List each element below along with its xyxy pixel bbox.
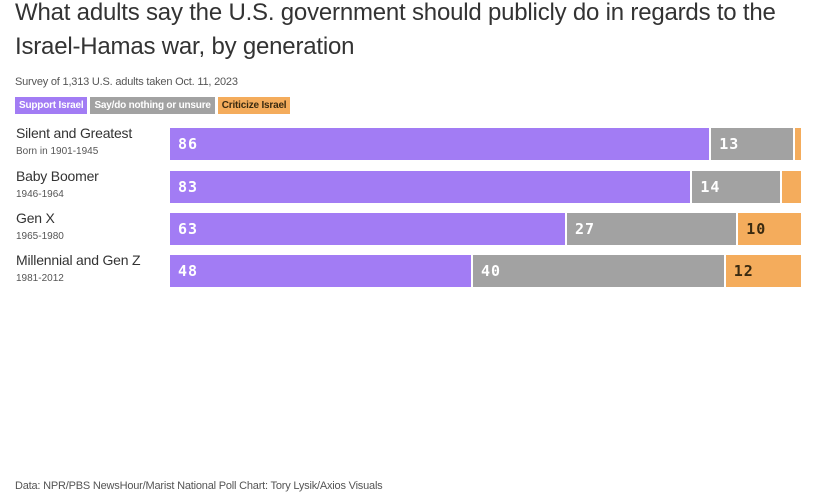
legend-support-israel: Support Israel [15,97,88,114]
data-label: 83 [178,178,199,196]
data-label: 10 [746,220,767,238]
bar-segment-criticize-israel [794,128,801,160]
legend: Support Israel Say/do nothing or unsure … [15,97,291,114]
data-label: 12 [733,262,754,280]
bar-row-gen-x: Gen X 1965-1980 63 27 10 [0,210,816,245]
category-years: 1965-1980 [16,231,64,242]
bar-segment-say-nothing-unsure: 14 [692,171,781,203]
bar-segment-support-israel: 86 [170,128,710,160]
bar-segment-say-nothing-unsure: 40 [472,255,724,287]
bar-segment-support-israel: 63 [170,213,565,245]
stacked-bar: 86 13 [170,128,801,160]
bar-segment-say-nothing-unsure: 13 [711,128,793,160]
legend-say-nothing-unsure: Say/do nothing or unsure [90,97,215,114]
stacked-bar: 63 27 10 [170,213,801,245]
data-label: 40 [480,262,502,280]
chart-footer: Data: NPR/PBS NewsHour/Marist National P… [15,480,383,492]
data-label: 13 [719,135,740,153]
data-label: 48 [178,262,199,280]
bar-row-millennial-gen-z: Millennial and Gen Z 1981-2012 48 40 12 [0,252,816,287]
data-label: 14 [700,178,721,196]
data-label: 63 [178,220,199,238]
bar-segment-criticize-israel: 10 [738,213,801,245]
bar-row-baby-boomer: Baby Boomer 1946-1964 83 14 [0,168,816,203]
bar-segment-say-nothing-unsure: 27 [567,213,737,245]
category-label: Millennial and Gen Z [16,252,141,268]
bar-segment-criticize-israel: 12 [725,255,801,287]
category-years: Born in 1901-1945 [16,146,99,157]
stacked-bar: 83 14 [170,171,801,203]
category-label: Gen X [16,210,55,226]
data-label: 86 [178,135,199,153]
bar-row-silent-greatest: Silent and Greatest Born in 1901-1945 86… [0,125,816,160]
chart-title: What adults say the U.S. government shou… [15,0,776,60]
stacked-bar: 48 40 12 [170,255,801,287]
bar-segment-criticize-israel [782,171,801,203]
category-label: Silent and Greatest [16,125,133,141]
data-label: 27 [575,220,596,238]
category-years: 1981-2012 [16,273,64,284]
bar-segment-support-israel: 83 [170,171,691,203]
bar-segment-support-israel: 48 [170,255,471,287]
chart-subtitle: Survey of 1,313 U.S. adults taken Oct. 1… [15,76,238,88]
category-years: 1946-1964 [16,189,64,200]
legend-criticize-israel: Criticize Israel [217,97,291,114]
category-label: Baby Boomer [16,168,99,184]
